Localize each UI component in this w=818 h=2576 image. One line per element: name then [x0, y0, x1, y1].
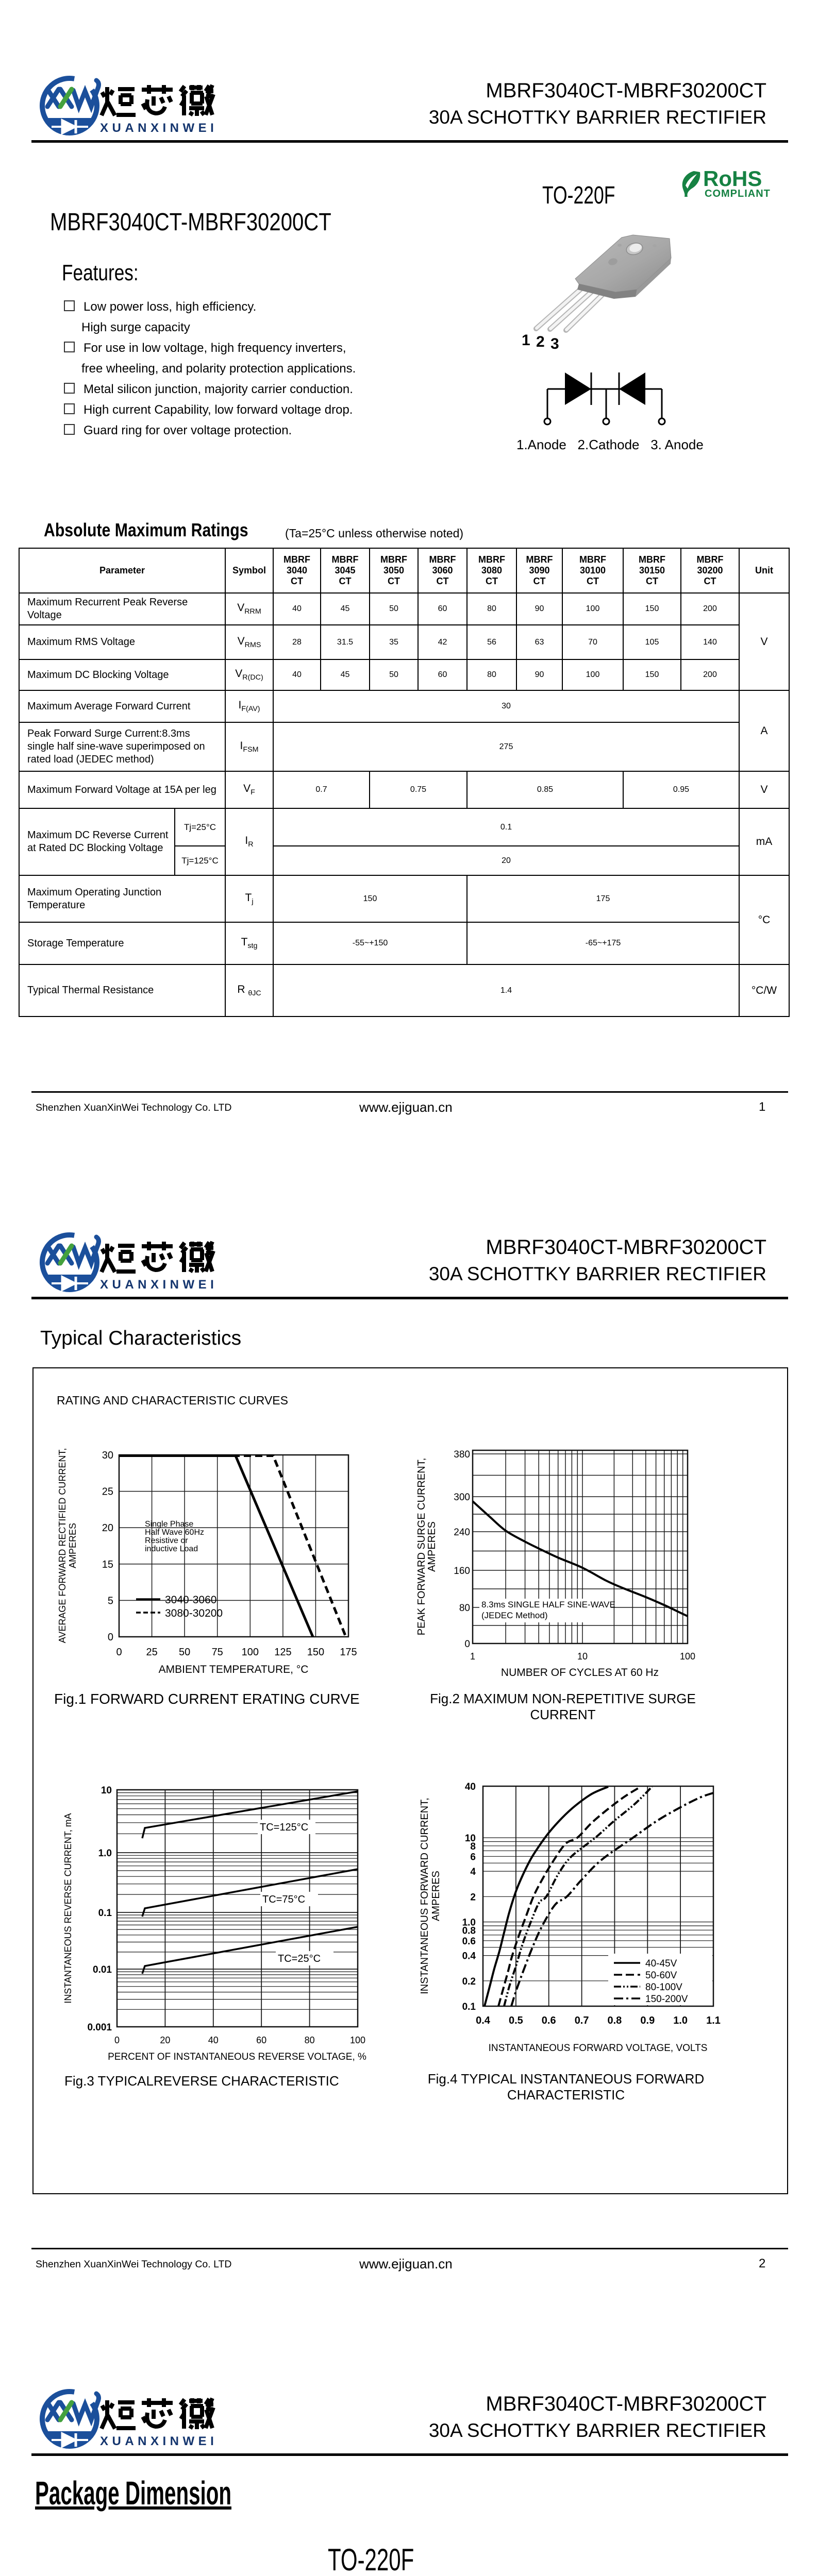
svg-text:10: 10	[101, 1785, 112, 1796]
svg-text:0.2: 0.2	[462, 1976, 476, 1987]
svg-text:XUANXINWEI: XUANXINWEI	[100, 1278, 218, 1292]
svg-text:40: 40	[208, 2035, 219, 2045]
svg-text:0.5: 0.5	[509, 2015, 523, 2026]
svg-text:0.6: 0.6	[542, 2015, 556, 2026]
svg-text:2: 2	[470, 1892, 476, 1903]
svg-text:8: 8	[470, 1841, 476, 1852]
svg-text:AMBIENT TEMPERATURE, °C: AMBIENT TEMPERATURE, °C	[159, 1664, 309, 1675]
svg-text:Half Wave 60Hz: Half Wave 60Hz	[145, 1528, 204, 1537]
svg-text:20: 20	[102, 1522, 113, 1534]
svg-text:0: 0	[464, 1639, 470, 1650]
svg-text:15: 15	[102, 1559, 113, 1570]
svg-text:0.4: 0.4	[476, 2015, 491, 2026]
svg-text:60: 60	[256, 2035, 266, 2045]
svg-text:0.001: 0.001	[87, 2022, 112, 2033]
svg-text:6: 6	[470, 1852, 476, 1862]
svg-text:25: 25	[102, 1486, 113, 1498]
svg-text:150-200V: 150-200V	[645, 1994, 688, 2005]
svg-text:4: 4	[470, 1867, 476, 1877]
svg-text:Resistive or: Resistive or	[145, 1536, 188, 1545]
svg-text:125: 125	[274, 1647, 291, 1658]
svg-text:INSTANTANEOUS REVERSE CURRENT,: INSTANTANEOUS REVERSE CURRENT, mA	[63, 1813, 73, 2003]
svg-text:(JEDEC Method): (JEDEC Method)	[481, 1611, 547, 1620]
svg-text:AMPERES: AMPERES	[68, 1523, 78, 1568]
svg-text:RoHS: RoHS	[703, 166, 762, 191]
svg-text:50-60V: 50-60V	[645, 1970, 677, 1981]
svg-text:0.1: 0.1	[462, 2002, 476, 2012]
svg-text:XUANXINWEI: XUANXINWEI	[100, 2434, 218, 2448]
svg-text:0.6: 0.6	[462, 1936, 476, 1947]
svg-text:NUMBER OF CYCLES AT 60 Hz: NUMBER OF CYCLES AT 60 Hz	[501, 1667, 659, 1679]
svg-text:1.0: 1.0	[673, 2015, 688, 2026]
svg-text:3080-30200: 3080-30200	[165, 1607, 223, 1619]
svg-text:AMPERES: AMPERES	[430, 1871, 442, 1921]
svg-text:80-100V: 80-100V	[645, 1982, 682, 1993]
svg-text:150: 150	[307, 1647, 324, 1658]
svg-text:25: 25	[146, 1647, 157, 1658]
svg-text:1: 1	[470, 1651, 475, 1662]
svg-text:160: 160	[454, 1566, 470, 1577]
svg-text:0: 0	[108, 1632, 113, 1643]
svg-text:80: 80	[459, 1603, 470, 1614]
svg-text:COMPLIANT: COMPLIANT	[705, 188, 771, 199]
svg-text:AMPERES: AMPERES	[426, 1521, 438, 1572]
svg-text:40: 40	[465, 1782, 476, 1792]
svg-text:30: 30	[102, 1450, 113, 1461]
svg-text:175: 175	[340, 1647, 357, 1658]
svg-text:1.1: 1.1	[706, 2015, 721, 2026]
svg-text:0: 0	[114, 2035, 120, 2045]
svg-text:INSTANTANEOUS FORWARD VOLTAGE,: INSTANTANEOUS FORWARD VOLTAGE, VOLTS	[489, 2043, 708, 2054]
svg-text:50: 50	[179, 1647, 190, 1658]
svg-text:8.3ms SINGLE HALF SINE-WAVE: 8.3ms SINGLE HALF SINE-WAVE	[481, 1600, 615, 1609]
svg-text:inductive Load: inductive Load	[145, 1545, 198, 1553]
svg-text:0.9: 0.9	[640, 2015, 655, 2026]
svg-text:10: 10	[577, 1651, 588, 1662]
svg-text:PEAK FORWARD SURGE CURRENT,: PEAK FORWARD SURGE CURRENT,	[416, 1458, 427, 1635]
svg-text:380: 380	[454, 1449, 470, 1460]
svg-text:1.0: 1.0	[462, 1918, 476, 1928]
svg-text:0.1: 0.1	[98, 1908, 112, 1919]
svg-text:100: 100	[680, 1651, 695, 1662]
svg-text:100: 100	[350, 2035, 365, 2045]
svg-text:0.4: 0.4	[462, 1951, 476, 1962]
svg-text:3040-3060: 3040-3060	[165, 1594, 216, 1606]
svg-text:40-45V: 40-45V	[645, 1958, 677, 1969]
svg-text:0.7: 0.7	[575, 2015, 589, 2026]
svg-text:100: 100	[242, 1647, 259, 1658]
svg-text:XUANXINWEI: XUANXINWEI	[100, 121, 218, 135]
svg-text:10: 10	[465, 1833, 476, 1844]
svg-text:INSTANTANEOUS FORWARD CURRENT,: INSTANTANEOUS FORWARD CURRENT,	[419, 1798, 430, 1994]
svg-text:0.8: 0.8	[607, 2015, 622, 2026]
svg-text:Single Phase: Single Phase	[145, 1520, 193, 1529]
svg-text:80: 80	[305, 2035, 315, 2045]
svg-text:20: 20	[160, 2035, 170, 2045]
svg-text:TC=75°C: TC=75°C	[262, 1894, 305, 1905]
svg-text:300: 300	[454, 1492, 470, 1503]
svg-text:PERCENT OF INSTANTANEOUS REVER: PERCENT OF INSTANTANEOUS REVERSE VOLTAGE…	[108, 2052, 366, 2062]
svg-text:0.8: 0.8	[462, 1925, 476, 1936]
svg-text:TC=25°C: TC=25°C	[278, 1953, 321, 1964]
svg-text:TC=125°C: TC=125°C	[260, 1822, 308, 1833]
svg-text:0: 0	[116, 1647, 122, 1658]
svg-text:1.0: 1.0	[98, 1848, 112, 1859]
svg-text:0.01: 0.01	[93, 1964, 112, 1975]
svg-text:240: 240	[454, 1527, 470, 1538]
svg-text:AVERAGE FORWARD RECTIFIED CURR: AVERAGE FORWARD RECTIFIED CURRENT,	[57, 1448, 68, 1643]
svg-text:75: 75	[212, 1647, 223, 1658]
svg-text:5: 5	[108, 1595, 113, 1606]
